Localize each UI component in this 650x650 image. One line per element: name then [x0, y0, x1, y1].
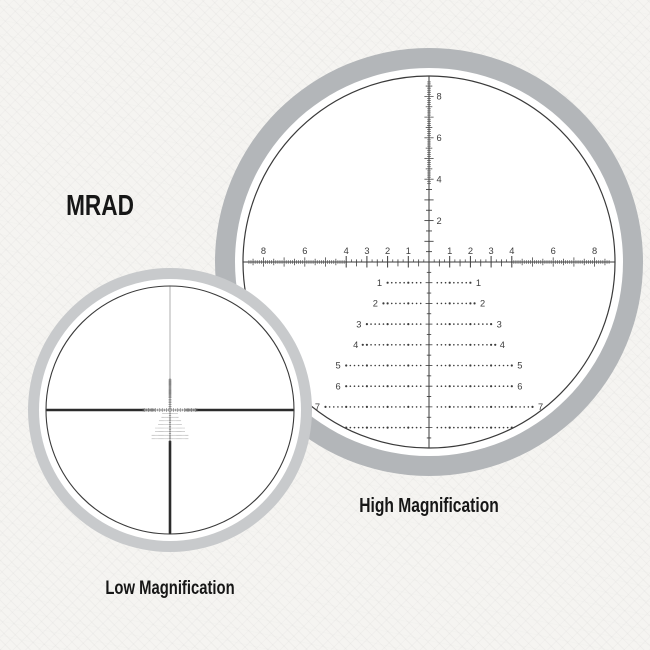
- svg-text:5: 5: [517, 361, 522, 371]
- scope-view-high-magnification: 1 2 3 4 6 8 1 2 3 4 6 8 2 4 6 8 1 1 2 2 3 3 4 4 5 5 6 6 7 7: [215, 48, 643, 476]
- svg-text:4: 4: [500, 340, 505, 350]
- reticle-low-magnification: [46, 286, 294, 534]
- svg-text:3: 3: [489, 246, 494, 256]
- scope-view-low-magnification: [28, 268, 312, 552]
- reticle-high-magnification: 1 2 3 4 6 8 1 2 3 4 6 8 2 4 6 8 1 1 2 2 3 3 4 4 5 5 6 6 7 7: [243, 76, 615, 448]
- svg-text:2: 2: [468, 246, 473, 256]
- svg-text:6: 6: [336, 381, 341, 391]
- svg-text:8: 8: [261, 246, 266, 256]
- svg-text:5: 5: [336, 361, 341, 371]
- svg-text:4: 4: [353, 340, 358, 350]
- svg-text:8: 8: [437, 92, 442, 102]
- svg-text:7: 7: [315, 402, 320, 412]
- svg-text:3: 3: [497, 319, 502, 329]
- svg-text:1: 1: [476, 278, 481, 288]
- svg-text:6: 6: [302, 246, 307, 256]
- svg-text:1: 1: [447, 246, 452, 256]
- svg-text:4: 4: [509, 246, 514, 256]
- svg-text:7: 7: [538, 402, 543, 412]
- svg-text:2: 2: [385, 246, 390, 256]
- svg-text:6: 6: [437, 133, 442, 143]
- svg-text:1: 1: [406, 246, 411, 256]
- svg-text:6: 6: [551, 246, 556, 256]
- svg-text:2: 2: [373, 299, 378, 309]
- svg-text:2: 2: [437, 216, 442, 226]
- svg-text:4: 4: [344, 246, 349, 256]
- svg-text:4: 4: [437, 174, 442, 184]
- high-magnification-caption: High Magnification: [359, 495, 499, 517]
- svg-text:6: 6: [517, 381, 522, 391]
- low-magnification-caption: Low Magnification: [105, 578, 235, 599]
- svg-text:3: 3: [364, 246, 369, 256]
- svg-text:1: 1: [377, 278, 382, 288]
- svg-text:3: 3: [356, 319, 361, 329]
- svg-text:8: 8: [592, 246, 597, 256]
- reticle-unit-label: MRAD: [66, 190, 134, 222]
- svg-text:2: 2: [480, 299, 485, 309]
